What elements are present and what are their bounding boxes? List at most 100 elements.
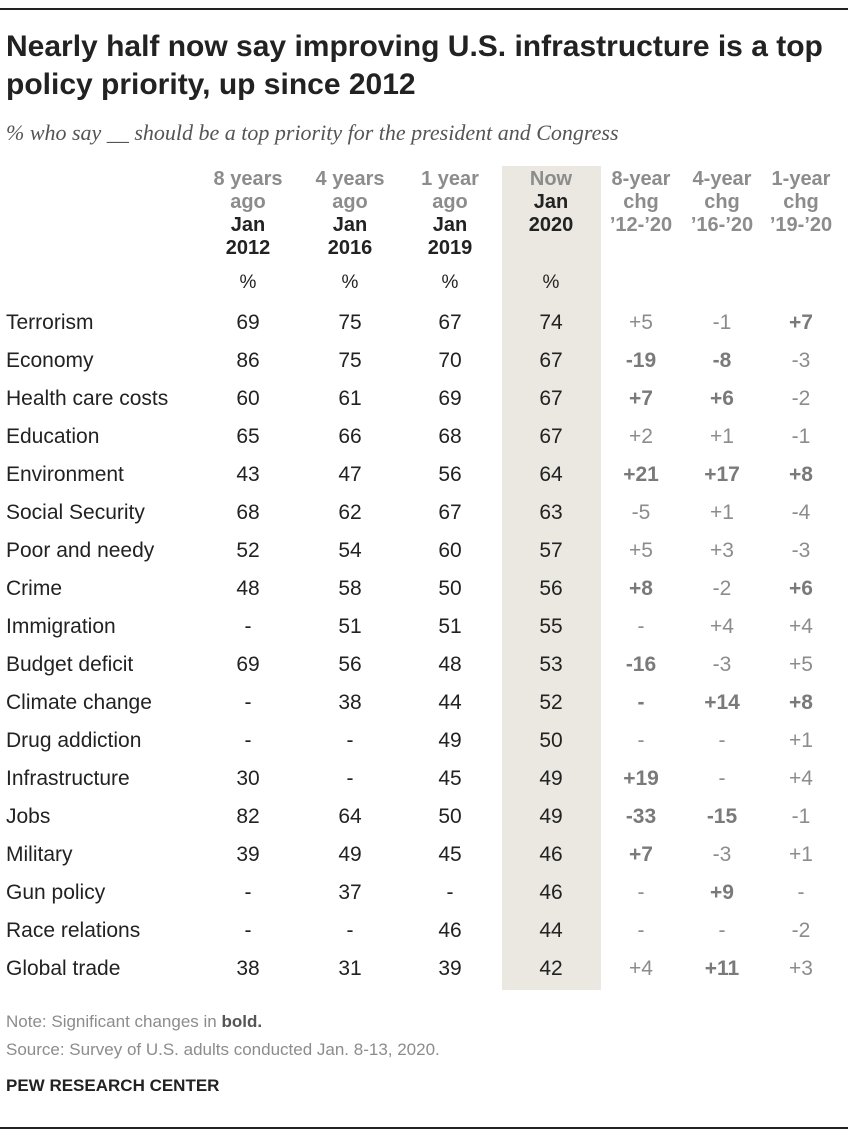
change-cell: -15 [706, 805, 738, 828]
value-cell: 44 [539, 919, 563, 942]
change-cell: -3 [791, 349, 811, 372]
column-header-gray-line: chg [623, 191, 659, 213]
column-header: 8 years ago Jan 2012 [193, 168, 303, 260]
top-rule [0, 8, 848, 10]
table-row: Infrastructure 30 - 45 49 +19 - +4 [0, 760, 848, 798]
value-cell: 46 [539, 843, 563, 866]
table-row: Education 65 66 68 67 +2 +1 -1 [0, 418, 848, 456]
change-cell: +7 [629, 387, 653, 410]
row-label: Poor and needy [6, 539, 155, 562]
value-cell: 62 [338, 501, 362, 524]
change-cell: +5 [789, 653, 813, 676]
column-header-gray-line: chg [704, 191, 740, 213]
change-cell: +8 [789, 463, 813, 486]
value-cell: 46 [438, 919, 462, 942]
table-row: Military 39 49 45 46 +7 -3 +1 [0, 836, 848, 874]
change-cell: +14 [704, 691, 740, 714]
change-cell: - [797, 881, 805, 904]
change-cell: +4 [789, 615, 813, 638]
change-cell: - [637, 615, 645, 638]
change-cell: - [637, 881, 645, 904]
row-label: Health care costs [6, 387, 169, 410]
change-cell: -1 [791, 425, 811, 448]
column-header: 8-year chg ’12-’20 [596, 168, 686, 237]
value-cell: 48 [236, 577, 260, 600]
table-row: Race relations - - 46 44 - - -2 [0, 912, 848, 950]
change-cell: +6 [789, 577, 813, 600]
value-cell: 49 [539, 805, 563, 828]
value-cell: 38 [338, 691, 362, 714]
change-cell: -2 [791, 387, 811, 410]
row-label: Social Security [6, 501, 145, 524]
value-cell: 38 [236, 957, 260, 980]
value-cell: 64 [338, 805, 362, 828]
value-cell: 49 [438, 729, 462, 752]
value-cell: 68 [236, 501, 260, 524]
value-cell: 43 [236, 463, 260, 486]
change-cell: - [637, 919, 645, 942]
value-cell: 75 [338, 311, 362, 334]
value-cell: 50 [438, 577, 462, 600]
column-header-gray-line: ’12-’20 [609, 214, 673, 236]
bottom-rule [0, 1127, 848, 1129]
value-cell: 45 [438, 767, 462, 790]
column-header-date-line: 2012 [225, 237, 271, 259]
change-cell: +7 [629, 843, 653, 866]
table-row: Economy 86 75 70 67 -19 -8 -3 [0, 342, 848, 380]
value-cell: 50 [539, 729, 563, 752]
row-label: Terrorism [6, 311, 94, 334]
row-label: Race relations [6, 919, 141, 942]
table-row: Crime 48 58 50 56 +8 -2 +6 [0, 570, 848, 608]
value-cell: 49 [338, 843, 362, 866]
column-header-gray-line: 4-year [692, 168, 752, 190]
value-cell: 56 [438, 463, 462, 486]
change-cell: +19 [623, 767, 659, 790]
change-cell: +4 [710, 615, 734, 638]
change-cell: +1 [710, 501, 734, 524]
change-cell: +5 [629, 311, 653, 334]
column-header-gray-line: ’16-’20 [690, 214, 754, 236]
column-header-date-line: 2020 [528, 214, 574, 236]
change-cell: +1 [789, 729, 813, 752]
column-header-gray-line: ’19-’20 [769, 214, 833, 236]
row-label: Drug addiction [6, 729, 142, 752]
value-cell: 49 [539, 767, 563, 790]
change-cell: +5 [629, 539, 653, 562]
footer-note: Note: Significant changes in bold. [6, 1012, 262, 1032]
percent-unit-label: % [542, 272, 560, 293]
column-header-date-line: Jan [432, 214, 468, 236]
value-cell: 64 [539, 463, 563, 486]
change-cell: +1 [710, 425, 734, 448]
value-cell: 52 [236, 539, 260, 562]
now-column-highlight [502, 166, 601, 990]
change-cell: +4 [629, 957, 653, 980]
change-cell: +9 [710, 881, 734, 904]
table-row: Budget deficit 69 56 48 53 -16 -3 +5 [0, 646, 848, 684]
change-cell: - [637, 729, 645, 752]
column-header: 1 year ago Jan 2019 [395, 168, 505, 260]
change-cell: +7 [789, 311, 813, 334]
change-cell: -3 [712, 653, 732, 676]
column-header-date-line: 2019 [427, 237, 473, 259]
column-header-date-line: 2016 [327, 237, 373, 259]
row-label: Infrastructure [6, 767, 130, 790]
change-cell: +3 [789, 957, 813, 980]
column-header-gray-line: ago [332, 191, 368, 213]
table-row: Terrorism 69 75 67 74 +5 -1 +7 [0, 304, 848, 342]
table-row: Drug addiction - - 49 50 - - +1 [0, 722, 848, 760]
table-row: Immigration - 51 51 55 - +4 +4 [0, 608, 848, 646]
chart-subtitle: % who say __ should be a top priority fo… [6, 120, 619, 145]
value-cell: - [346, 767, 354, 790]
value-cell: 31 [338, 957, 362, 980]
table-row: Jobs 82 64 50 49 -33 -15 -1 [0, 798, 848, 836]
value-cell: 86 [236, 349, 260, 372]
footer-note-text: Note: Significant changes in [6, 1012, 222, 1031]
column-header: 1-year chg ’19-’20 [756, 168, 846, 237]
value-cell: 69 [236, 653, 260, 676]
value-cell: - [446, 881, 454, 904]
change-cell: -3 [712, 843, 732, 866]
value-cell: 50 [438, 805, 462, 828]
value-cell: 68 [438, 425, 462, 448]
value-cell: 55 [539, 615, 563, 638]
org-name: PEW RESEARCH CENTER [6, 1076, 220, 1095]
